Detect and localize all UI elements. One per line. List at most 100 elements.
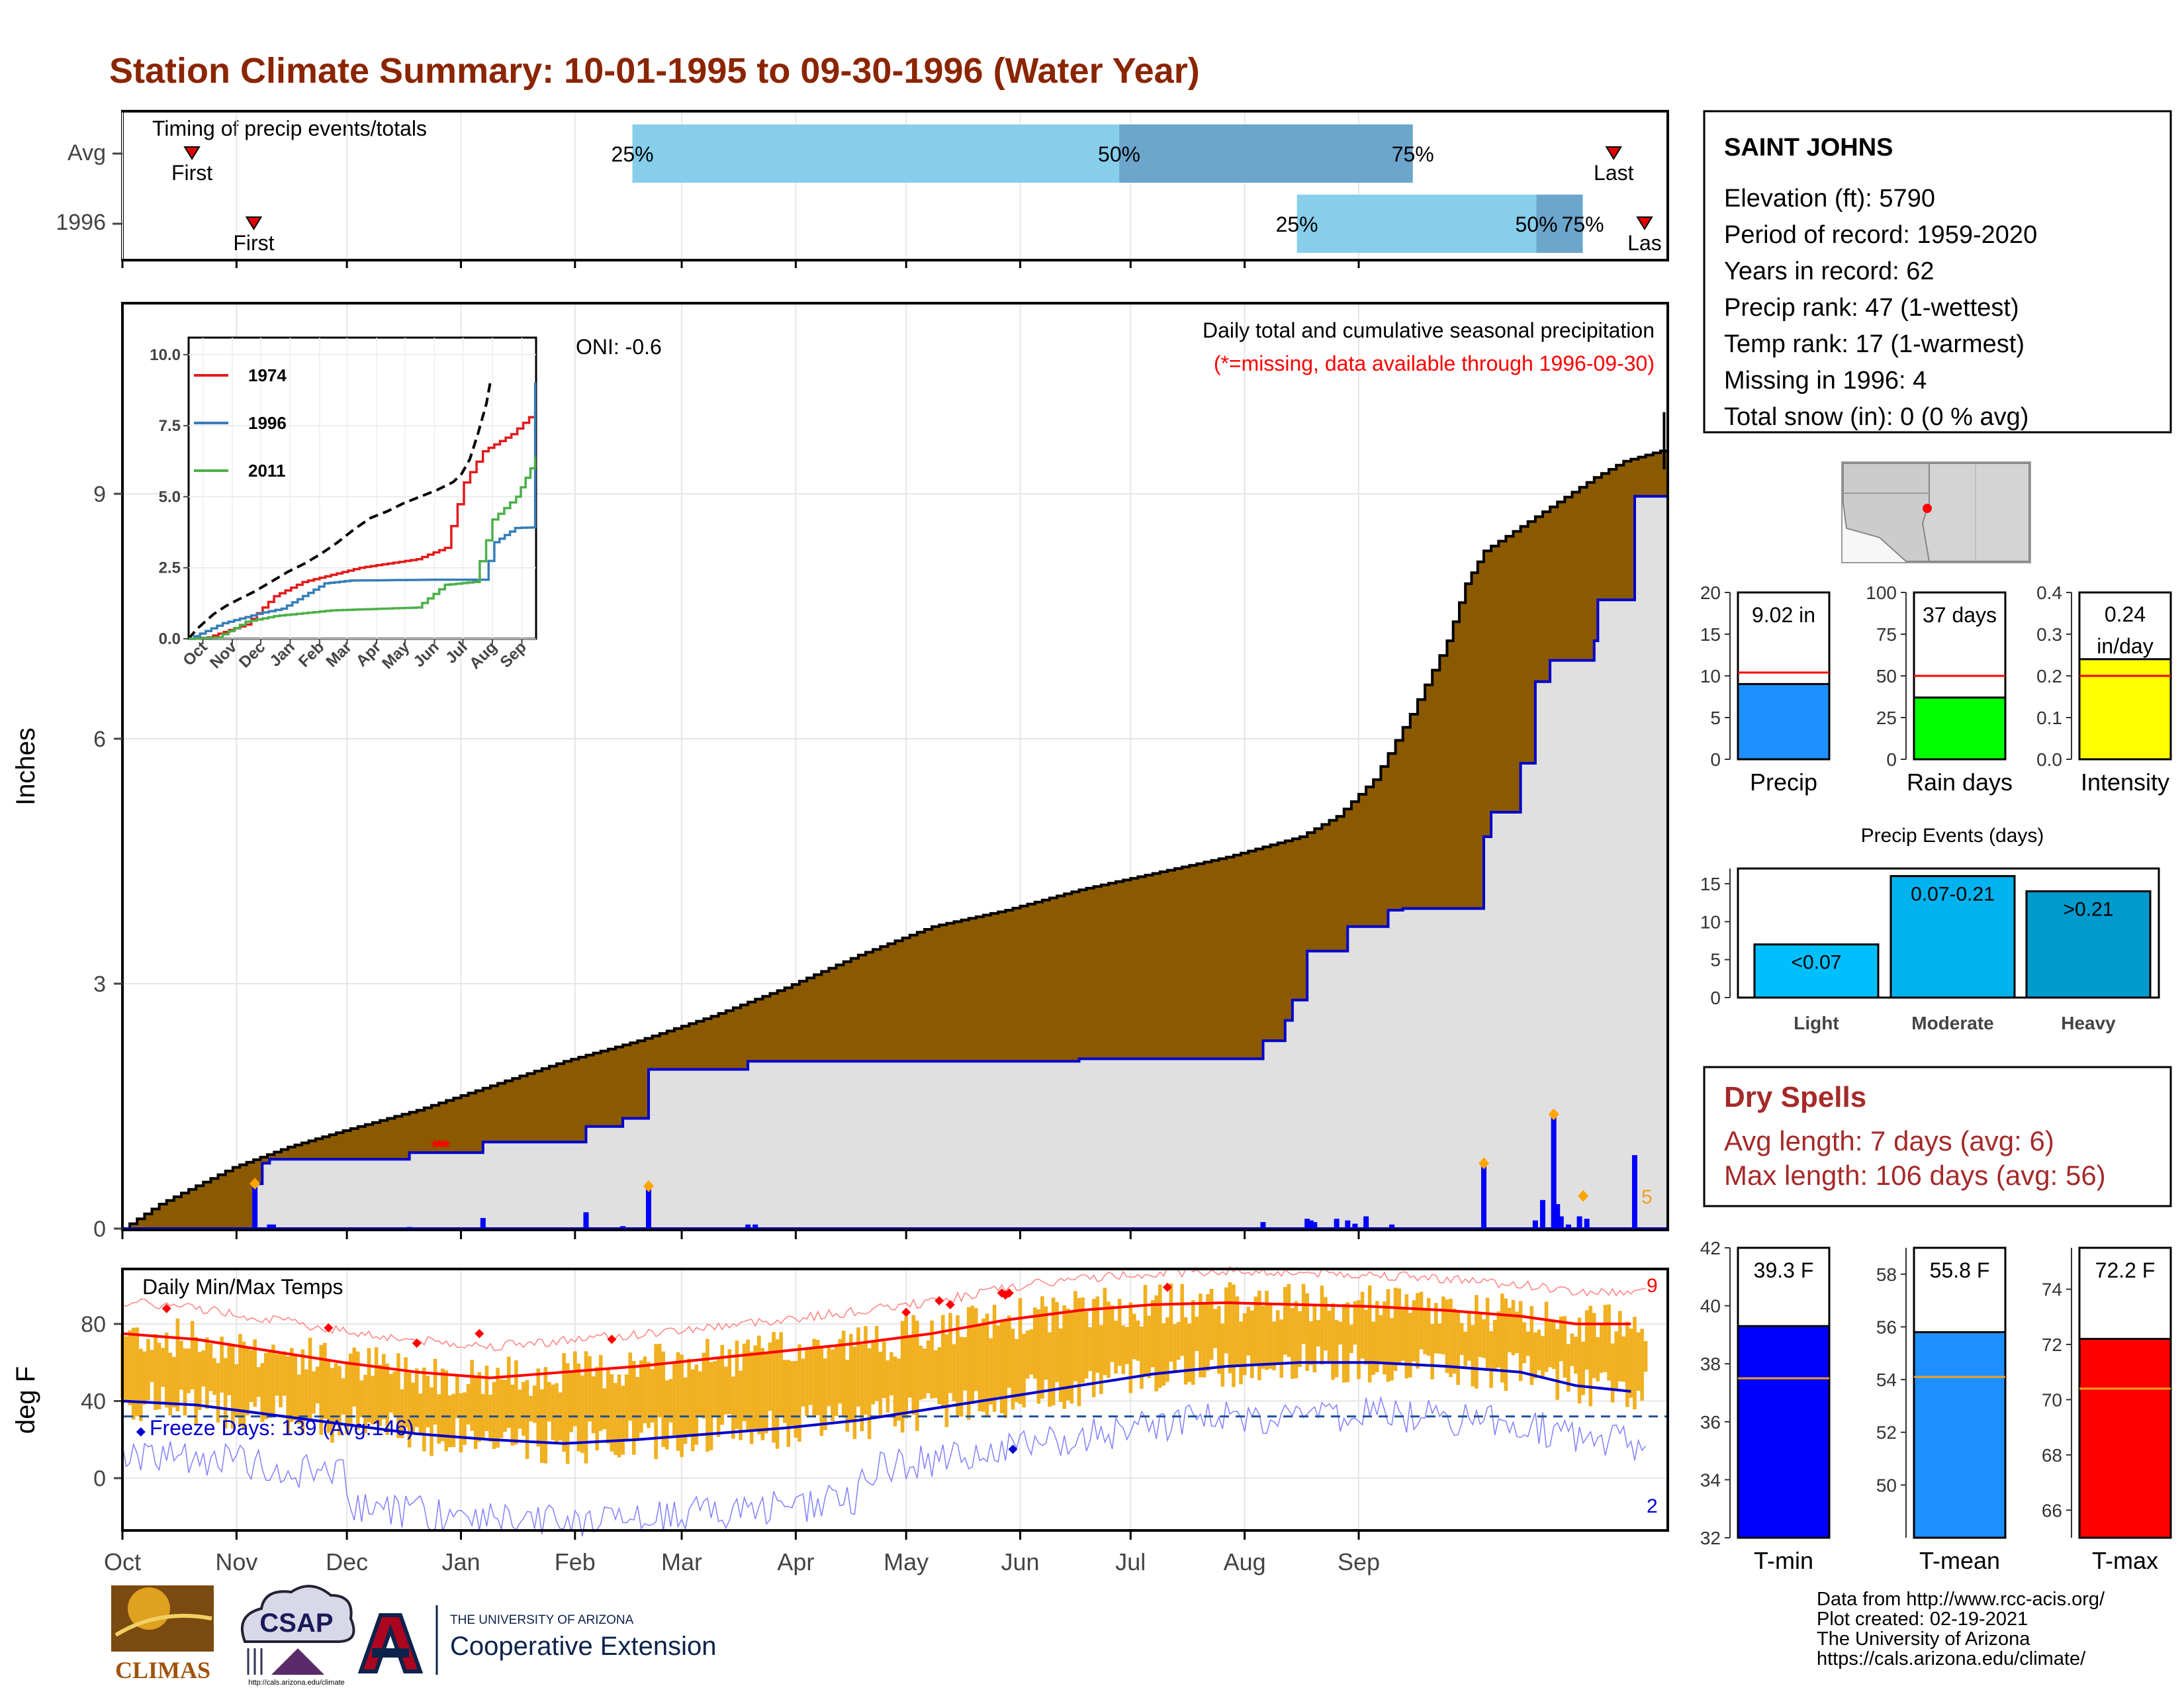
daily-temp-range-bar xyxy=(1169,1283,1173,1362)
daily-temp-range-bar xyxy=(138,1348,143,1421)
daily-precip-bar xyxy=(1260,1222,1266,1229)
daily-temp-range-bar xyxy=(1379,1315,1383,1364)
stat-ytick-label: 54 xyxy=(1876,1370,1897,1390)
event-bar-value: >0.21 xyxy=(2064,898,2114,920)
daily-precip-bar xyxy=(1558,1216,1564,1229)
missing-day-marker: * xyxy=(439,1137,447,1158)
daily-temp-range-bar xyxy=(547,1382,551,1422)
month-label: Jun xyxy=(1001,1548,1040,1575)
daily-temp-range-bar xyxy=(1463,1331,1468,1366)
daily-temp-range-bar xyxy=(1287,1284,1291,1357)
daily-temp-range-bar xyxy=(1643,1340,1648,1372)
daily-temp-range-bar xyxy=(1316,1320,1320,1346)
climas-logo: CLIMAS xyxy=(111,1585,214,1683)
daily-precip-bar xyxy=(1539,1199,1545,1229)
daily-temp-range-bar xyxy=(746,1339,750,1431)
daily-temp-range-bar xyxy=(1103,1288,1107,1376)
stat-ytick-label: 66 xyxy=(2042,1500,2062,1521)
stat-ytick-label: 0.4 xyxy=(2036,583,2062,603)
daily-temp-range-bar xyxy=(768,1342,772,1411)
stat-value-label: 9.02 in xyxy=(1752,603,1815,627)
daily-temp-range-bar xyxy=(367,1348,371,1423)
month-label: Jul xyxy=(1115,1548,1146,1575)
daily-temp-range-bar xyxy=(506,1356,511,1429)
inset-average-line xyxy=(187,380,492,640)
stat-value-bar xyxy=(2078,658,2172,761)
daily-temp-range-bar xyxy=(543,1367,548,1464)
daily-temp-range-bar xyxy=(1404,1294,1409,1379)
daily-temp-range-bar xyxy=(300,1349,305,1434)
daily-temp-range-bar xyxy=(463,1392,467,1445)
stat-ytick-label: 70 xyxy=(2042,1389,2062,1410)
station-temp-rank: Temp rank: 17 (1-warmest) xyxy=(1724,330,2025,358)
daily-precip-bar xyxy=(1584,1219,1590,1229)
stat-ytick-label: 0.1 xyxy=(2036,708,2062,728)
extreme-event-marker xyxy=(643,1180,655,1192)
stat-bar-chart: 66 68 70 72 74 72.2 F T-max xyxy=(2042,1246,2172,1574)
stat-value-label: 39.3 F xyxy=(1754,1258,1814,1282)
daily-temp-range-bar xyxy=(1423,1307,1427,1354)
daily-temp-range-bar xyxy=(852,1346,857,1439)
daily-temp-range-bar xyxy=(959,1336,964,1417)
daily-temp-range-bar xyxy=(289,1348,294,1423)
temp-ytick-label: 80 xyxy=(81,1312,106,1337)
first-event-label: First xyxy=(171,161,212,185)
daily-temp-range-bar xyxy=(1022,1333,1026,1408)
inset-legend-label: 1974 xyxy=(248,365,287,385)
stat-ytick-label: 74 xyxy=(2042,1280,2062,1300)
daily-temp-range-bar xyxy=(775,1339,780,1449)
stat-ytick-label: 15 xyxy=(1700,624,1721,645)
daily-temp-range-bar xyxy=(444,1370,449,1452)
daily-temp-range-bar xyxy=(1250,1310,1254,1378)
daily-temp-range-bar xyxy=(1529,1305,1534,1385)
daily-temp-range-bar xyxy=(1508,1307,1512,1352)
daily-temp-range-bar xyxy=(496,1368,500,1448)
station-name: SAINT JOHNS xyxy=(1724,134,1893,162)
daily-temp-range-bar xyxy=(764,1353,768,1434)
month-label: Mar xyxy=(661,1548,702,1575)
daily-temp-range-bar xyxy=(797,1344,801,1442)
daily-temp-range-bar xyxy=(690,1369,695,1452)
daily-temp-range-bar xyxy=(1150,1300,1155,1368)
daily-temp-range-bar xyxy=(584,1351,588,1464)
daily-temp-range-bar xyxy=(749,1351,754,1444)
daily-precip-bar xyxy=(1631,1155,1637,1229)
dry-spells-max: Max length: 106 days (avg: 56) xyxy=(1724,1160,2106,1191)
daily-temp-range-bar xyxy=(650,1369,655,1423)
daily-temp-range-bar xyxy=(551,1384,555,1440)
daily-temp-range-bar xyxy=(418,1393,423,1435)
extreme-event-marker xyxy=(1548,1108,1559,1121)
last-event-marker xyxy=(1636,216,1653,230)
daily-temp-range-bar xyxy=(1485,1297,1490,1370)
daily-temp-range-bar xyxy=(1143,1284,1148,1375)
inset-comparison-chart: 0.02.55.07.510.0OctNovDecJanFebMarAprMay… xyxy=(150,336,537,673)
daily-temp-range-bar xyxy=(459,1393,463,1453)
record-high-marker xyxy=(161,1303,171,1313)
daily-temp-range-bar xyxy=(841,1331,846,1418)
csap-cloud-icon xyxy=(241,1585,355,1643)
daily-temp-range-bar xyxy=(124,1336,128,1401)
daily-temp-range-bar xyxy=(981,1318,985,1412)
daily-temp-range-bar xyxy=(381,1354,386,1419)
daily-temp-range-bar xyxy=(753,1345,758,1429)
daily-temp-range-bar xyxy=(1636,1332,1641,1391)
daily-temp-range-bar xyxy=(573,1351,577,1427)
daily-temp-range-bar xyxy=(819,1346,824,1436)
daily-precip-bar xyxy=(270,1224,276,1229)
daily-temp-range-bar xyxy=(657,1344,662,1418)
event-bar-value: 0.07-0.21 xyxy=(1911,883,1995,905)
event-bar-label: Moderate xyxy=(1911,1013,1993,1033)
timing-q75-label: 75% xyxy=(1562,212,1604,236)
stat-name-label: Intensity xyxy=(2081,769,2169,796)
daily-temp-range-bar xyxy=(683,1377,688,1444)
daily-temp-range-bar xyxy=(142,1351,147,1405)
daily-temp-range-bar xyxy=(1036,1309,1041,1404)
station-frame xyxy=(1703,110,2172,434)
daily-precip-bar xyxy=(406,1227,412,1229)
station-years: Years in record: 62 xyxy=(1724,258,1934,285)
timing-label: Timing of precip events/totals xyxy=(152,117,427,140)
daily-temp-range-bar xyxy=(1011,1329,1015,1410)
daily-temp-range-bar xyxy=(411,1382,416,1432)
daily-temp-range-bar xyxy=(739,1370,743,1440)
ua-big-text: Cooperative Extension xyxy=(450,1632,716,1661)
